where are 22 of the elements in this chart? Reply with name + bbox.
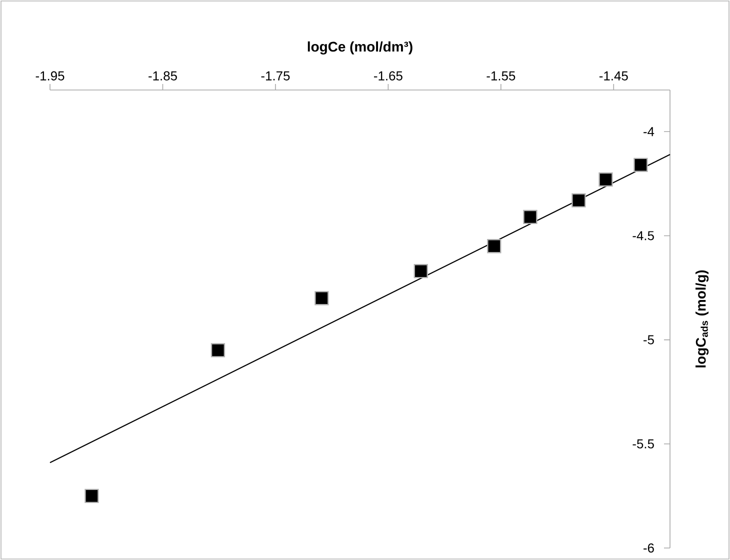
point	[414, 264, 428, 278]
point	[572, 193, 586, 208]
point	[84, 488, 99, 504]
x-tick-label: -1.85	[148, 71, 177, 80]
point	[210, 343, 226, 358]
x-tick-label: -1.75	[261, 71, 290, 80]
point	[634, 158, 648, 172]
y-tick-label: -4	[644, 127, 654, 136]
y-tick-label: -6	[644, 543, 654, 553]
point	[314, 291, 329, 306]
x-axis-title: logCe (mol/dm³)	[308, 41, 412, 54]
x-tick-label: -1.45	[599, 71, 628, 80]
x-tick-label: -1.55	[486, 71, 516, 80]
y-tick-label: -5	[644, 335, 654, 344]
x-tick-label: -1.65	[374, 71, 402, 80]
point	[523, 210, 538, 224]
point	[598, 172, 613, 187]
y-tick-label: -5.5	[632, 439, 654, 448]
point	[487, 239, 502, 254]
y-tick-label: -4.5	[632, 231, 654, 240]
x-tick-label: -1.95	[36, 71, 64, 80]
y-axis-title: logC$_{ads}$ (mol/g)	[696, 270, 709, 368]
